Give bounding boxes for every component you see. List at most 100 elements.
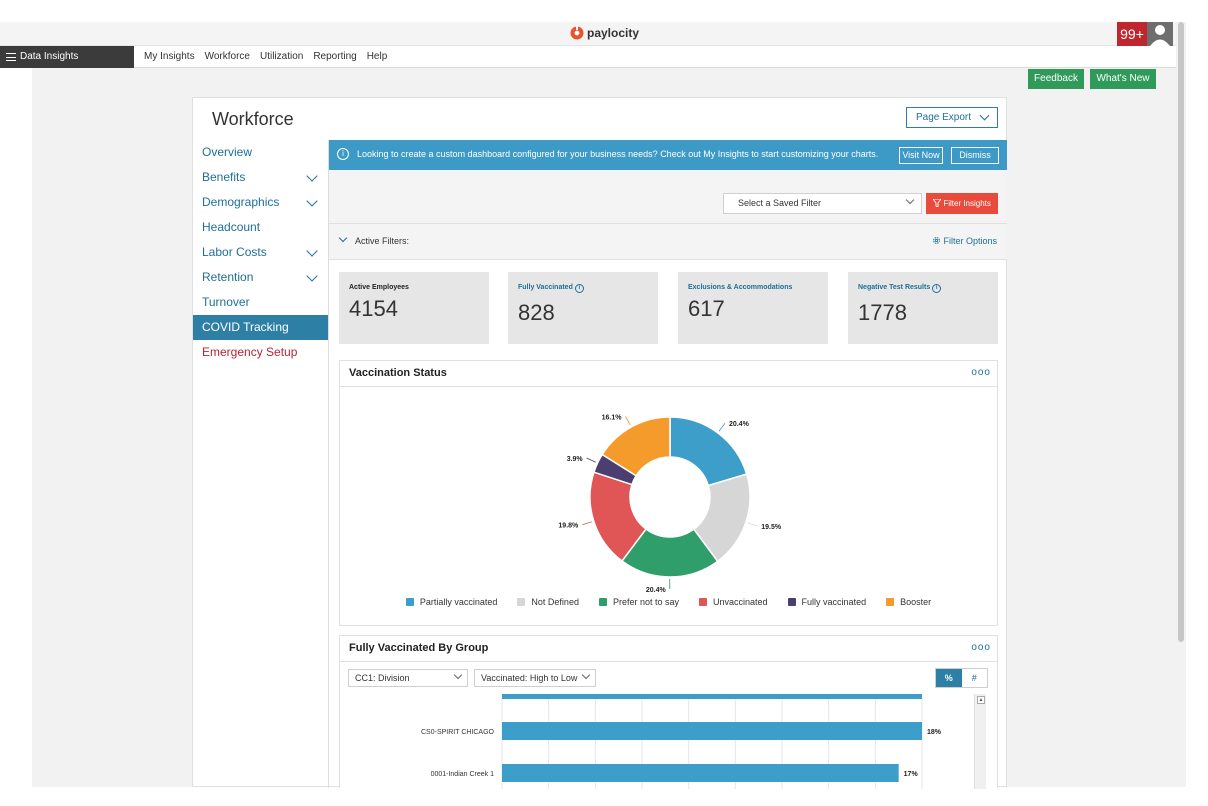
logo-text: paylocity [587,26,640,40]
feedback-button[interactable]: Feedback [1028,69,1084,89]
chart-scrollbar[interactable]: ▲ [974,694,986,789]
banner-message: Looking to create a custom dashboard con… [357,149,879,159]
legend-label: Not Defined [531,597,579,607]
window-scrollbar[interactable] [1176,22,1186,787]
nav-links: My Insights Workforce Utilization Report… [144,46,387,68]
info-icon[interactable]: i [932,284,942,293]
data-label: 20.4% [646,587,667,594]
chevron-down-icon[interactable] [306,245,318,257]
page-export-label: Page Export [916,112,972,123]
sidebar-item-emergency-setup[interactable]: Emergency Setup [193,340,328,365]
kpi-value: 4154 [349,296,398,321]
legend-item[interactable]: Prefer not to say [598,597,679,607]
active-filters-bar[interactable]: Active Filters: Filter Options [329,224,1007,260]
donut-slice[interactable] [601,416,671,477]
legend-swatch [517,598,526,606]
data-label: 19.5% [761,524,782,531]
hamburger-menu-icon [6,53,16,61]
active-filters-label: Active Filters: [355,236,410,246]
count-toggle[interactable]: # [971,673,977,683]
data-label: 19.8% [558,523,579,530]
chevron-down-icon [979,110,990,121]
sidebar-item-turnover[interactable]: Turnover [193,290,328,315]
sidebar-item-covid-tracking[interactable]: COVID Tracking [193,315,328,340]
nav-link-utilization[interactable]: Utilization [259,51,304,62]
nav-link-workforce[interactable]: Workforce [204,51,250,62]
saved-filter-select[interactable]: Select a Saved Filter [723,193,922,214]
legend-item[interactable]: Not Defined [517,597,579,607]
sidebar-item-benefits[interactable]: Benefits [193,165,328,190]
filter-insights-button[interactable]: Filter Insights [926,193,998,214]
info-icon[interactable]: i [574,284,584,293]
kpi-fully-vaccinated[interactable]: Fully Vaccinated i 828 [508,272,658,344]
nav-link-reporting[interactable]: Reporting [313,51,357,62]
more-options-icon[interactable]: ooo [971,642,991,653]
workforce-card: Workforce Page Export Overview Benefits … [192,97,1007,789]
filter-insights-label: Filter Insights [943,199,991,208]
chevron-down-icon [905,195,915,205]
filter-options-link[interactable]: Filter Options [932,236,997,246]
kpi-exclusions-accommodations[interactable]: Exclusions & Accommodations 617 [678,272,828,344]
whats-new-button[interactable]: What's New [1090,69,1156,89]
kpi-label-text: Negative Test Results [858,284,931,291]
data-insights-menu-button[interactable]: Data Insights [0,46,134,68]
more-options-icon[interactable]: ooo [971,367,991,378]
sidebar-item-label: Turnover [202,295,250,309]
info-icon: i [337,148,349,160]
sidebar-item-label: Demographics [202,195,280,209]
kpi-label: Negative Test Results i [858,284,942,293]
nav-link-my-insights[interactable]: My Insights [144,51,195,62]
legend-item[interactable]: Booster [886,597,931,607]
sidebar-item-headcount[interactable]: Headcount [193,215,328,240]
sidebar-item-overview[interactable]: Overview [193,140,328,165]
data-label: 17% [904,771,919,778]
bar[interactable] [502,722,922,740]
scrollbar-thumb[interactable] [1178,22,1184,642]
fully-vaccinated-by-group-panel: Fully Vaccinated By Group ooo CC1: Divis… [339,635,998,789]
chevron-down-icon[interactable] [306,170,318,182]
group-select[interactable]: CC1: Division [348,669,468,687]
dismiss-button[interactable]: Dismiss [951,147,999,164]
sidebar-item-label: Labor Costs [202,245,267,259]
chevron-down-icon[interactable] [306,195,318,207]
bar[interactable] [502,764,899,782]
legend-item[interactable]: Partially vaccinated [405,597,497,607]
label-leader-line [718,422,726,432]
legend-swatch [886,598,895,606]
sort-select[interactable]: Vaccinated: High to Low [474,669,596,687]
vaccination-donut-chart: 20.4% 19.5% 20.4% 19.8% 3.9% 16.1% [558,414,782,594]
sidebar-item-label: Headcount [202,220,261,234]
visit-now-button[interactable]: Visit Now [899,147,943,164]
label-leader-line [582,521,592,526]
data-label: 3.9% [567,456,584,463]
chevron-down-icon[interactable] [338,233,348,243]
percent-toggle[interactable]: % [936,669,962,687]
chevron-down-icon [581,670,591,680]
legend-label: Unvaccinated [713,597,768,607]
sidebar-item-retention[interactable]: Retention [193,265,328,290]
kpi-active-employees: Active Employees 4154 [339,272,489,344]
chevron-down-icon[interactable] [306,270,318,282]
scroll-up-arrow-icon[interactable]: ▲ [977,696,985,704]
legend-swatch [787,598,796,606]
kpi-negative-test-results[interactable]: Negative Test Results i 1778 [848,272,998,344]
paylocity-logo[interactable]: paylocity [570,26,639,40]
sidebar-item-label: COVID Tracking [202,320,289,334]
sidebar-item-demographics[interactable]: Demographics [193,190,328,215]
page-title: Workforce [212,109,294,129]
page-export-dropdown[interactable]: Page Export [906,107,998,128]
bar[interactable] [502,694,922,699]
avatar[interactable] [1147,22,1173,46]
kpi-label: Exclusions & Accommodations [688,284,793,291]
category-label: 0001-Indian Creek 1 [431,771,495,778]
legend-item[interactable]: Fully vaccinated [787,597,866,607]
paylocity-logo-icon [570,26,584,40]
chart-legend: Partially vaccinated Not Defined Prefer no… [340,597,997,607]
nav-link-help[interactable]: Help [366,51,388,62]
notification-badge[interactable]: 99+ [1117,22,1147,46]
label-leader-line [586,457,596,463]
sidebar-item-labor-costs[interactable]: Labor Costs [193,240,328,265]
legend-item[interactable]: Unvaccinated [699,597,768,607]
data-label: 20.4% [729,421,750,428]
